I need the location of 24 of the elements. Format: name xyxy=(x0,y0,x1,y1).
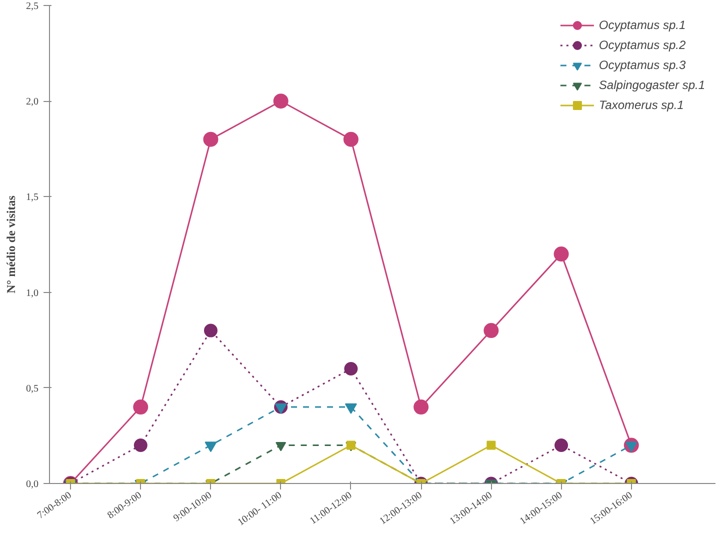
point xyxy=(203,132,218,147)
y-tick-label: 1,5 xyxy=(26,192,38,204)
point xyxy=(484,323,499,338)
point xyxy=(134,438,148,452)
y-tick-label: 2,5 xyxy=(26,1,38,12)
legend-label: Ocyptamus sp.3 xyxy=(598,58,686,72)
point xyxy=(554,438,568,452)
point xyxy=(204,324,218,338)
y-tick-label: 0,5 xyxy=(26,383,38,394)
point xyxy=(486,440,496,450)
legend-label: Salpingogaster sp.1 xyxy=(598,78,705,92)
point xyxy=(554,246,569,262)
point xyxy=(273,94,288,109)
point xyxy=(414,400,429,415)
legend-label: Ocyptamus sp.2 xyxy=(598,38,686,52)
y-tick-label: 1,0 xyxy=(26,288,38,299)
point xyxy=(344,362,358,376)
point xyxy=(343,132,358,147)
point xyxy=(133,400,148,415)
y-tick-label: 0,0 xyxy=(26,479,38,490)
y-axis-title: N° médio de visitas xyxy=(4,195,18,294)
legend-label: Taxomerus sp.1 xyxy=(598,98,684,112)
y-tick-label: 2,0 xyxy=(26,96,38,108)
legend-label: Ocyptamus sp.1 xyxy=(598,18,686,32)
